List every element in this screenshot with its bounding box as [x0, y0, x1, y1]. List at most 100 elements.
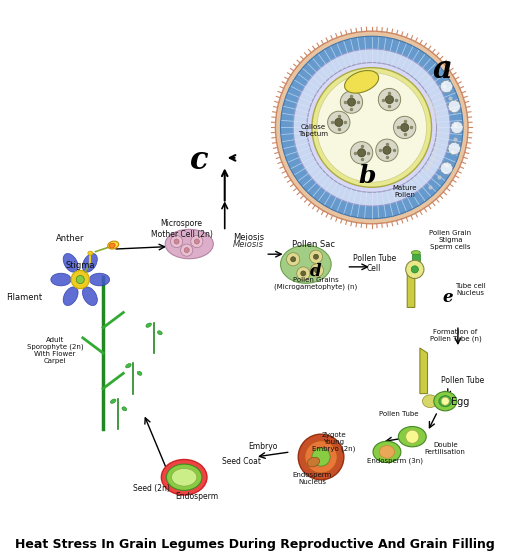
Text: a: a	[432, 54, 451, 85]
Circle shape	[304, 441, 336, 473]
Circle shape	[184, 248, 189, 253]
Ellipse shape	[51, 273, 71, 286]
Text: Meiosis: Meiosis	[233, 233, 264, 243]
Circle shape	[340, 91, 362, 113]
Circle shape	[174, 239, 179, 244]
Ellipse shape	[109, 243, 115, 248]
Polygon shape	[419, 348, 427, 393]
Text: Double
Fertilisation: Double Fertilisation	[424, 442, 465, 455]
Ellipse shape	[110, 399, 116, 403]
Circle shape	[312, 68, 431, 187]
Ellipse shape	[171, 468, 196, 486]
Text: Endosperm (3n): Endosperm (3n)	[366, 458, 422, 464]
Text: Stigma: Stigma	[65, 261, 95, 270]
Text: Pollen Sac: Pollen Sac	[291, 239, 334, 249]
Circle shape	[440, 80, 451, 93]
Circle shape	[180, 244, 192, 256]
Text: Pollen Grains
(Microgametophyte) (n): Pollen Grains (Microgametophyte) (n)	[274, 277, 357, 290]
Circle shape	[357, 148, 365, 157]
Text: Meiosis: Meiosis	[233, 239, 264, 249]
Ellipse shape	[157, 331, 162, 335]
Ellipse shape	[88, 251, 93, 255]
Circle shape	[190, 235, 203, 248]
Circle shape	[293, 49, 449, 206]
Circle shape	[312, 448, 329, 466]
Ellipse shape	[89, 273, 109, 286]
Circle shape	[405, 430, 418, 443]
Circle shape	[170, 235, 182, 248]
Ellipse shape	[372, 441, 400, 463]
Circle shape	[393, 116, 415, 138]
Circle shape	[327, 111, 349, 134]
Text: c: c	[190, 145, 208, 176]
Circle shape	[447, 100, 460, 112]
Circle shape	[306, 63, 436, 192]
Ellipse shape	[433, 392, 456, 411]
Circle shape	[194, 239, 199, 244]
Circle shape	[275, 31, 467, 224]
Circle shape	[310, 264, 323, 277]
Text: Zygote
Young
Embryo (2n): Zygote Young Embryo (2n)	[312, 432, 355, 452]
Ellipse shape	[398, 427, 426, 447]
Circle shape	[382, 146, 390, 155]
Text: Anther: Anther	[56, 234, 84, 243]
Circle shape	[347, 98, 355, 106]
Ellipse shape	[438, 396, 450, 407]
Text: Seed (2n): Seed (2n)	[132, 484, 169, 493]
Ellipse shape	[82, 287, 97, 306]
Circle shape	[298, 434, 343, 480]
Text: b: b	[357, 163, 375, 188]
Text: Adult
Sporophyte (2n)
With Flower
Carpel: Adult Sporophyte (2n) With Flower Carpel	[26, 337, 83, 365]
Text: e: e	[442, 289, 452, 306]
Circle shape	[76, 275, 84, 284]
Text: Pollen Grain
Stigma
Sperm cells: Pollen Grain Stigma Sperm cells	[429, 230, 470, 250]
Ellipse shape	[146, 323, 151, 327]
Text: Tube cell
Nucleus: Tube cell Nucleus	[455, 283, 485, 296]
Text: Seed Coat: Seed Coat	[221, 456, 261, 465]
Ellipse shape	[344, 70, 378, 93]
Ellipse shape	[63, 287, 78, 306]
Text: Egg: Egg	[450, 397, 469, 407]
Circle shape	[400, 124, 408, 131]
Text: Endosperm: Endosperm	[175, 491, 218, 500]
Text: Pollen Tube: Pollen Tube	[440, 376, 484, 386]
Circle shape	[405, 260, 423, 279]
Ellipse shape	[125, 363, 131, 368]
Circle shape	[290, 257, 295, 262]
Circle shape	[309, 250, 322, 263]
Text: Pollen Tube
Cell: Pollen Tube Cell	[352, 254, 395, 273]
Circle shape	[317, 73, 426, 182]
Text: Endosperm
Nucleus: Endosperm Nucleus	[292, 472, 331, 485]
Ellipse shape	[166, 464, 202, 490]
Ellipse shape	[421, 395, 437, 408]
Circle shape	[440, 397, 448, 406]
Ellipse shape	[82, 254, 97, 272]
Circle shape	[378, 89, 400, 111]
Text: Callose
Tapetum: Callose Tapetum	[298, 125, 328, 137]
Ellipse shape	[307, 457, 319, 467]
Circle shape	[296, 267, 309, 280]
Ellipse shape	[410, 250, 419, 255]
Circle shape	[280, 36, 462, 219]
Ellipse shape	[161, 459, 207, 495]
Ellipse shape	[107, 241, 119, 249]
Ellipse shape	[280, 245, 330, 283]
Circle shape	[286, 253, 299, 266]
Polygon shape	[406, 272, 414, 307]
Text: Embryo: Embryo	[247, 442, 277, 452]
Text: Filament: Filament	[7, 293, 42, 302]
Text: Pollen Tube: Pollen Tube	[378, 411, 417, 417]
Circle shape	[314, 268, 319, 273]
Circle shape	[385, 95, 393, 104]
Ellipse shape	[122, 407, 126, 411]
Text: Microspore
Mother Cell (2n): Microspore Mother Cell (2n)	[150, 219, 212, 239]
Text: Heat Stress In Grain Legumes During Reproductive And Grain Filling: Heat Stress In Grain Legumes During Repr…	[15, 538, 494, 551]
Text: Mature
Pollen: Mature Pollen	[391, 186, 416, 198]
Circle shape	[450, 121, 462, 134]
Circle shape	[375, 139, 398, 161]
Circle shape	[71, 270, 89, 289]
Ellipse shape	[379, 445, 394, 458]
Ellipse shape	[63, 254, 78, 272]
Ellipse shape	[165, 229, 213, 259]
Ellipse shape	[137, 371, 142, 375]
